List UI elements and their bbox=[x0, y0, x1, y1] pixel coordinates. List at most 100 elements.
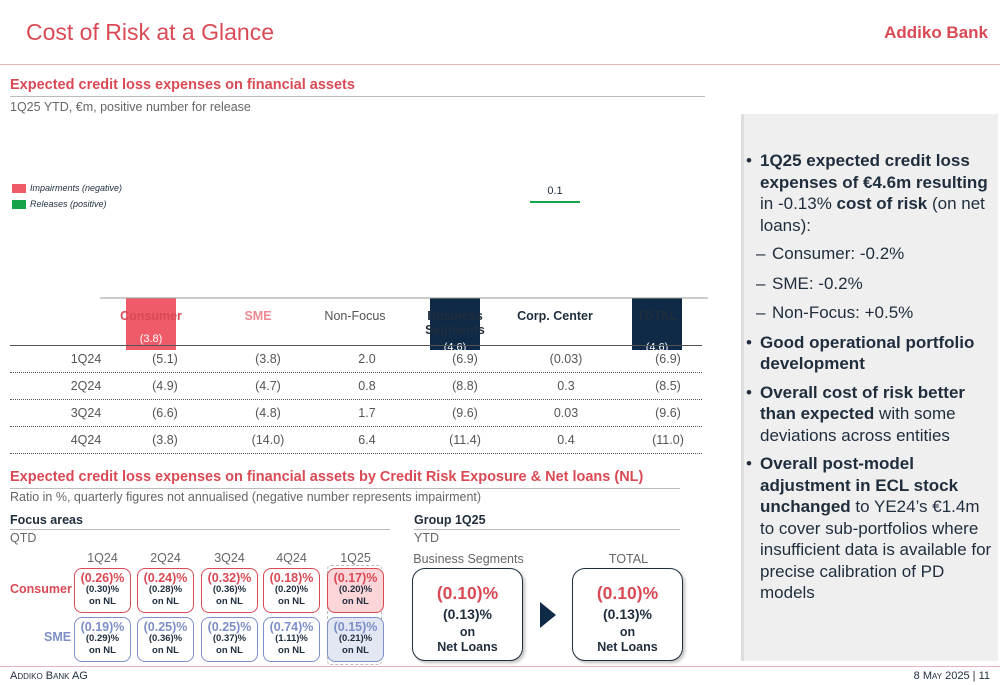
category-label-3: Business Segments bbox=[425, 309, 485, 337]
quarter-head: 1Q24 bbox=[87, 551, 118, 565]
category-label-2: Non-Focus bbox=[324, 309, 386, 323]
total-head: TOTAL bbox=[608, 552, 649, 566]
nl-ratio: (0.36)% bbox=[148, 633, 183, 644]
nl-ratio: (0.36)% bbox=[212, 584, 247, 595]
table-row: 1Q24 (5.1) (3.8) 2.0 (6.9) (0.03) (6.9) bbox=[10, 346, 702, 373]
focus-areas-rule bbox=[10, 529, 390, 530]
consumer-row-label: Consumer bbox=[10, 582, 72, 596]
nl-ratio: (0.28)% bbox=[148, 584, 183, 595]
dash-sme: SME: -0.2% bbox=[746, 273, 996, 295]
bullet-ecl-expenses: 1Q25 expected credit loss expenses of €4… bbox=[746, 150, 996, 236]
table-cell: (9.6) bbox=[452, 406, 478, 420]
category-label-0: Consumer bbox=[120, 309, 182, 323]
table-cell: 0.8 bbox=[358, 379, 376, 393]
nl-ratio: (0.37)% bbox=[212, 633, 247, 644]
nl-ratio: (0.21)% bbox=[338, 633, 373, 644]
footer-company: Addiko Bank AG bbox=[10, 670, 88, 682]
quarter-head: 1Q25 bbox=[340, 551, 371, 565]
cre-ratio: (0.18)% bbox=[269, 571, 314, 585]
quarter-head: 3Q24 bbox=[214, 551, 245, 565]
focus-areas-sub: QTD bbox=[10, 531, 37, 545]
nl-ratio: (0.20)% bbox=[274, 584, 309, 595]
section2-rule bbox=[10, 488, 680, 489]
on-nl-label: on NL bbox=[342, 596, 369, 607]
on-nl-label: on NL bbox=[342, 645, 369, 656]
on-nl-label: on NL bbox=[278, 596, 305, 607]
bs-on-label: on bbox=[459, 625, 476, 639]
table-cell: (3.8) bbox=[255, 352, 281, 366]
cre-ratio: (0.15)% bbox=[333, 620, 378, 634]
sme-ratio-box: (0.19)% (0.29)% on NL bbox=[74, 617, 131, 662]
table-cell: (6.9) bbox=[655, 352, 681, 366]
summary-bullets: 1Q25 expected credit loss expenses of €4… bbox=[746, 150, 996, 611]
cre-ratio: (0.19)% bbox=[80, 620, 125, 634]
quarter-head: 2Q24 bbox=[150, 551, 181, 565]
cre-ratio: (0.17)% bbox=[333, 571, 378, 585]
total-on-label: on bbox=[619, 625, 636, 639]
section2-title: Expected credit loss expenses on financi… bbox=[10, 469, 644, 485]
on-nl-label: on NL bbox=[216, 645, 243, 656]
table-cell: (0.03) bbox=[549, 352, 583, 366]
table-cell: 2.0 bbox=[358, 352, 376, 366]
table-cell: 0.3 bbox=[557, 379, 575, 393]
dash-consumer: Consumer: -0.2% bbox=[746, 243, 996, 265]
bs-net-loans-label: Net Loans bbox=[437, 640, 498, 654]
sme-ratio-box: (0.74)% (1.11)% on NL bbox=[263, 617, 320, 662]
table-cell: (4.8) bbox=[255, 406, 281, 420]
on-nl-label: on NL bbox=[278, 645, 305, 656]
total-cre-ratio: (0.10)% bbox=[596, 583, 659, 603]
section2-subtitle: Ratio in %, quarterly figures not annual… bbox=[10, 490, 482, 504]
group-title: Group 1Q25 bbox=[414, 513, 486, 527]
cre-ratio: (0.24)% bbox=[143, 571, 188, 585]
sme-ratio-box: (0.25)% (0.37)% on NL bbox=[201, 617, 258, 662]
cre-ratio: (0.74)% bbox=[269, 620, 314, 634]
table-period: 3Q24 bbox=[70, 406, 102, 420]
bar-5 bbox=[632, 298, 682, 350]
sme-ratio-box: (0.15)% (0.21)% on NL bbox=[327, 617, 384, 662]
on-nl-label: on NL bbox=[89, 645, 116, 656]
footer-date-page: 8 May 2025 | 11 bbox=[913, 670, 990, 682]
bs-nl-ratio: (0.13)% bbox=[442, 606, 493, 622]
nl-ratio: (0.20)% bbox=[338, 584, 373, 595]
table-cell: (4.9) bbox=[152, 379, 178, 393]
group-rule bbox=[414, 529, 680, 530]
bullet-cost-of-risk: Overall cost of risk better than expecte… bbox=[746, 382, 996, 447]
bs-cre-ratio: (0.10)% bbox=[436, 583, 499, 603]
total-net-loans-label: Net Loans bbox=[597, 640, 658, 654]
table-cell: (6.9) bbox=[452, 352, 478, 366]
nl-ratio: (0.29)% bbox=[85, 633, 120, 644]
consumer-ratio-box: (0.17)% (0.20)% on NL bbox=[327, 568, 384, 613]
bar-label-4: 0.1 bbox=[547, 185, 562, 197]
legend-releases: Releases (positive) bbox=[12, 199, 107, 209]
table-period: 4Q24 bbox=[70, 433, 102, 447]
on-nl-label: on NL bbox=[216, 596, 243, 607]
nl-ratio: (0.30)% bbox=[85, 584, 120, 595]
table-row: 2Q24 (4.9) (4.7) 0.8 (8.8) 0.3 (8.5) bbox=[10, 373, 702, 400]
table-cell: (5.1) bbox=[152, 352, 178, 366]
legend-label-releases: Releases (positive) bbox=[30, 199, 107, 209]
cre-ratio: (0.25)% bbox=[143, 620, 188, 634]
table-row: 3Q24 (6.6) (4.8) 1.7 (9.6) 0.03 (9.6) bbox=[10, 400, 702, 427]
table-cell: (8.5) bbox=[655, 379, 681, 393]
table-cell: 6.4 bbox=[358, 433, 376, 447]
table-cell: 0.4 bbox=[557, 433, 575, 447]
header-divider bbox=[0, 64, 1000, 65]
category-label-5: TOTAL bbox=[636, 309, 678, 323]
legend-swatch-impairments bbox=[12, 183, 26, 193]
table-cell: (8.8) bbox=[452, 379, 478, 393]
current-quarter-highlight bbox=[327, 565, 382, 665]
total-nl-ratio: (0.13)% bbox=[602, 606, 653, 622]
cre-ratio: (0.25)% bbox=[207, 620, 252, 634]
table-top-rule bbox=[10, 345, 702, 346]
table-cell: (14.0) bbox=[251, 433, 285, 447]
bar-3 bbox=[430, 298, 480, 350]
page-title: Cost of Risk at a Glance bbox=[26, 19, 274, 45]
business-segments-head: Business Segments bbox=[413, 552, 524, 566]
table-cell: (3.8) bbox=[152, 433, 178, 447]
arrow-right-icon bbox=[540, 602, 556, 628]
table-cell: (6.6) bbox=[152, 406, 178, 420]
table-cell: (11.0) bbox=[652, 433, 684, 447]
sme-row-label: SME bbox=[44, 630, 72, 644]
legend-label-impairments: Impairments (negative) bbox=[30, 183, 123, 193]
table-period: 1Q24 bbox=[70, 352, 102, 366]
